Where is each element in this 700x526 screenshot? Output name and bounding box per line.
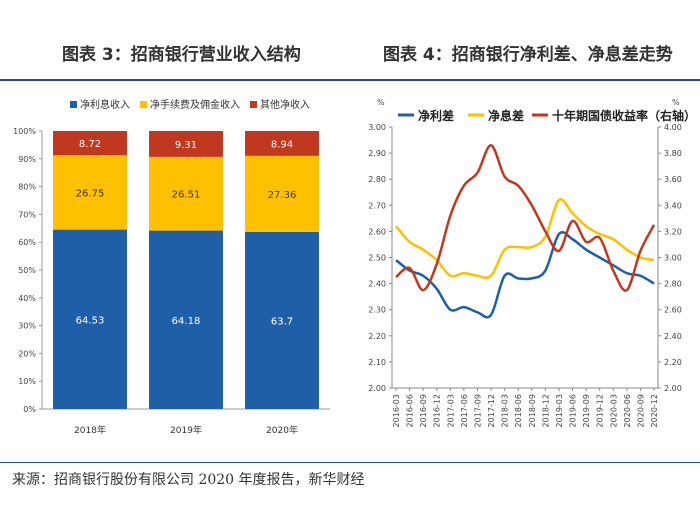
- y-tick-label: 0%: [23, 405, 36, 414]
- bar-data-label: 64.53: [76, 315, 105, 326]
- x-tick-label: 2019年: [170, 424, 202, 436]
- left-y-tick-label: 2.00: [368, 384, 386, 393]
- x-tick-label: 2020-12: [650, 394, 659, 427]
- series-line-2: [395, 144, 656, 292]
- bar-data-label: 26.75: [76, 188, 105, 199]
- x-tick-label: 2018-06: [514, 394, 523, 427]
- legend-label-0: 净利息收入: [80, 98, 130, 111]
- x-tick-label: 2019-12: [596, 394, 605, 427]
- series-line-0: [395, 231, 655, 319]
- legend-label-2: 其他净收入: [260, 98, 310, 111]
- source-note: 来源：招商银行股份有限公司 2020 年度报告，新华财经: [12, 472, 365, 488]
- y-tick-label: 80%: [18, 183, 36, 192]
- x-tick-label: 2020-03: [609, 394, 618, 427]
- x-tick-label: 2016-06: [406, 394, 415, 427]
- legend-label-2: 十年期国债收益率（右轴）: [552, 108, 696, 123]
- x-tick-label: 2019-09: [582, 394, 591, 427]
- bar-data-label: 8.94: [271, 139, 293, 150]
- y-tick-label: 10%: [18, 377, 36, 386]
- y-tick-label: 20%: [18, 349, 36, 358]
- right-y-tick-label: 2.60: [664, 306, 682, 315]
- left-y-tick-label: 2.70: [368, 201, 386, 210]
- x-tick-label: 2016-09: [419, 394, 428, 427]
- bar-data-label: 64.18: [172, 316, 201, 327]
- y-tick-label: 70%: [18, 210, 36, 219]
- legend-label-0: 净利差: [418, 108, 454, 123]
- x-tick-label: 2017-12: [487, 394, 496, 427]
- x-tick-label: 2019-06: [569, 394, 578, 427]
- left-y-tick-label: 3.00: [368, 123, 386, 132]
- y-tick-label: 30%: [18, 322, 36, 331]
- bottom-divider: [0, 462, 700, 463]
- x-tick-label: 2017-06: [460, 394, 469, 427]
- bar-segment: [245, 231, 319, 409]
- chart-3-title: 图表 3：招商银行营业收入结构: [62, 45, 301, 65]
- bar-data-label: 9.31: [175, 140, 197, 151]
- right-y-tick-label: 3.60: [664, 175, 682, 184]
- left-y-tick-label: 2.60: [368, 227, 386, 236]
- y-tick-label: 40%: [18, 294, 36, 303]
- revenue-structure-chart: 净利息收入 净手续费及佣金收入 其他净收入 0% 10% 20% 30% 40% 50% 60% 7…: [13, 98, 330, 436]
- x-tick-label: 2020-06: [623, 394, 632, 427]
- right-y-tick-label: 2.40: [664, 332, 682, 341]
- y-tick-label: 50%: [18, 266, 36, 275]
- y-tick-label: 90%: [18, 155, 36, 164]
- bar-data-label: 63.7: [271, 316, 293, 327]
- chart-4-title: 图表 4：招商银行净利差、净息差走势: [383, 45, 673, 65]
- spread-margin-chart: % % 净利差 净息差 十年期国债收益率（右轴） 2.00 2.10 2.20 2.30 2.40…: [368, 98, 696, 427]
- x-tick-label: 2020-09: [636, 394, 645, 427]
- bar-segment: [245, 155, 319, 232]
- legend-label-1: 净手续费及佣金收入: [150, 98, 240, 111]
- bar-segment: [53, 131, 127, 156]
- left-y-tick-label: 2.30: [368, 306, 386, 315]
- right-y-tick-label: 4.00: [664, 123, 682, 132]
- x-tick-label: 2017-03: [446, 394, 455, 427]
- x-tick-label: 2018-09: [528, 394, 537, 427]
- right-y-tick-label: 2.00: [664, 384, 682, 393]
- right-y-tick-label: 3.80: [664, 149, 682, 158]
- left-y-tick-label: 2.50: [368, 254, 386, 263]
- left-y-tick-label: 2.20: [368, 332, 386, 341]
- bar-segment: [53, 229, 127, 409]
- right-y-tick-label: 3.40: [664, 201, 682, 210]
- right-y-tick-label: 3.00: [664, 254, 682, 263]
- left-y-tick-label: 2.40: [368, 280, 386, 289]
- bar-segment: [149, 131, 223, 157]
- y-tick-label: 60%: [18, 238, 36, 247]
- bar-data-label: 8.72: [79, 139, 101, 150]
- x-tick-label: 2016-12: [433, 394, 442, 427]
- bar-data-label: 27.36: [268, 190, 297, 201]
- bar-data-label: 26.51: [172, 190, 201, 201]
- x-tick-label: 2018年: [74, 424, 106, 436]
- left-axis-unit: %: [377, 98, 385, 107]
- x-tick-label: 2016-03: [392, 394, 401, 427]
- top-divider: [0, 79, 700, 81]
- x-tick-label: 2017-09: [473, 394, 482, 427]
- y-tick-label: 100%: [13, 127, 36, 136]
- bar-segment: [53, 155, 127, 230]
- legend-label-1: 净息差: [488, 108, 524, 123]
- legend-swatch-1: [140, 101, 147, 108]
- left-y-tick-label: 2.10: [368, 358, 386, 367]
- right-y-tick-label: 2.80: [664, 280, 682, 289]
- bar-segment: [149, 156, 223, 231]
- bar-segment: [149, 230, 223, 409]
- x-tick-label: 2019-03: [555, 394, 564, 427]
- legend-swatch-2: [250, 101, 257, 108]
- right-axis-unit: %: [672, 98, 680, 107]
- legend-swatch-0: [70, 101, 77, 108]
- x-tick-label: 2020年: [266, 424, 298, 436]
- left-y-tick-label: 2.90: [368, 149, 386, 158]
- x-tick-label: 2018-12: [541, 394, 550, 427]
- bar-segment: [245, 131, 319, 156]
- x-tick-label: 2018-03: [501, 394, 510, 427]
- right-y-tick-label: 2.20: [664, 358, 682, 367]
- right-y-tick-label: 3.20: [664, 227, 682, 236]
- left-y-tick-label: 2.80: [368, 175, 386, 184]
